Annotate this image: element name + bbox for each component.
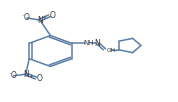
Text: ⁻: ⁻ <box>21 15 25 20</box>
Text: +: + <box>41 15 46 20</box>
Text: O: O <box>11 71 16 80</box>
Text: O: O <box>24 13 30 22</box>
Text: NH: NH <box>84 40 94 46</box>
Text: O: O <box>36 74 42 83</box>
Text: ⁻: ⁻ <box>8 73 11 78</box>
Text: O: O <box>50 11 56 20</box>
Text: N: N <box>24 70 29 79</box>
Text: +: + <box>28 74 33 79</box>
Text: N: N <box>37 16 43 25</box>
Text: N: N <box>94 39 100 48</box>
Text: CH: CH <box>106 48 115 53</box>
